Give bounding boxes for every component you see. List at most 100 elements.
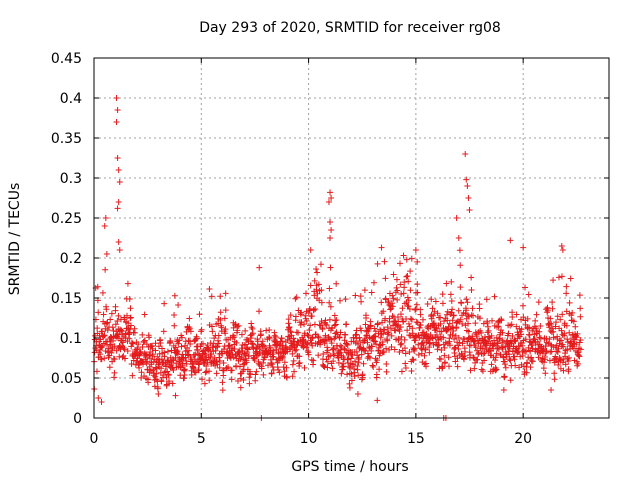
data-point xyxy=(507,377,514,384)
data-point xyxy=(196,361,203,368)
data-point xyxy=(463,176,470,183)
data-point xyxy=(567,275,574,282)
data-point xyxy=(550,328,557,335)
data-point xyxy=(186,315,193,322)
data-point xyxy=(114,155,121,161)
data-point xyxy=(191,368,198,375)
data-point xyxy=(443,280,450,287)
data-point xyxy=(390,295,397,302)
data-point xyxy=(343,321,350,328)
data-point xyxy=(102,215,109,221)
data-point xyxy=(546,336,553,343)
data-point xyxy=(463,307,470,314)
data-point xyxy=(324,344,331,351)
data-point xyxy=(141,311,148,318)
data-point xyxy=(325,199,332,205)
data-point xyxy=(280,364,287,371)
data-point xyxy=(518,331,525,338)
data-point xyxy=(233,339,240,346)
data-point xyxy=(396,349,403,356)
plot-frame xyxy=(93,57,610,419)
data-point xyxy=(291,368,298,375)
data-point xyxy=(181,372,188,379)
data-point xyxy=(356,334,363,341)
data-point xyxy=(114,107,121,113)
data-point xyxy=(393,276,400,283)
data-point xyxy=(238,331,245,338)
data-point xyxy=(485,327,492,334)
data-point xyxy=(458,300,465,307)
data-point xyxy=(407,287,414,294)
data-point xyxy=(276,369,283,376)
data-point xyxy=(465,320,472,327)
data-point xyxy=(495,323,502,330)
data-point xyxy=(439,291,446,298)
data-point xyxy=(108,349,115,356)
data-point xyxy=(380,349,387,356)
data-point xyxy=(99,289,106,296)
data-point xyxy=(529,358,536,365)
data-point xyxy=(451,349,458,356)
data-point xyxy=(108,341,115,348)
data-point xyxy=(470,312,477,319)
data-point xyxy=(127,322,134,329)
data-point xyxy=(358,298,365,305)
data-point xyxy=(203,362,210,369)
data-point xyxy=(222,326,229,333)
data-point xyxy=(129,372,136,379)
data-point xyxy=(421,352,428,359)
data-point xyxy=(546,357,553,364)
data-point xyxy=(402,350,409,357)
data-point xyxy=(240,377,247,384)
data-point xyxy=(533,325,540,332)
data-point xyxy=(484,320,491,326)
data-point xyxy=(186,325,193,332)
data-point xyxy=(385,298,392,305)
data-point xyxy=(292,347,299,354)
data-point xyxy=(561,330,568,337)
data-point xyxy=(357,293,364,300)
data-point xyxy=(324,364,331,371)
data-point xyxy=(457,284,464,291)
data-point xyxy=(500,387,507,393)
data-point xyxy=(172,354,179,361)
data-point xyxy=(372,333,379,340)
data-point xyxy=(377,334,384,341)
data-point xyxy=(112,303,119,310)
data-point xyxy=(562,361,569,368)
data-point xyxy=(324,358,331,365)
data-point xyxy=(470,354,477,361)
data-point xyxy=(114,205,121,212)
data-point xyxy=(557,316,564,323)
data-point xyxy=(101,355,108,362)
data-point xyxy=(364,339,371,346)
data-point xyxy=(306,327,313,334)
data-point xyxy=(351,373,358,380)
data-point xyxy=(109,324,116,331)
data-point xyxy=(446,363,453,370)
data-point xyxy=(354,341,361,348)
data-point xyxy=(152,364,159,371)
data-point xyxy=(441,344,448,351)
data-point xyxy=(314,269,321,276)
data-point xyxy=(376,366,383,373)
data-point xyxy=(506,345,513,352)
data-point xyxy=(342,296,349,303)
data-point xyxy=(296,353,303,360)
data-point xyxy=(404,327,411,334)
data-point xyxy=(187,328,194,335)
data-point xyxy=(453,215,460,221)
data-point xyxy=(428,296,435,303)
data-point xyxy=(522,284,529,291)
data-point xyxy=(401,284,408,291)
data-point xyxy=(531,336,538,343)
data-point xyxy=(420,342,427,349)
data-point xyxy=(176,337,183,344)
data-point xyxy=(152,373,159,380)
data-point xyxy=(305,351,312,358)
data-point xyxy=(124,280,131,287)
data-point xyxy=(563,290,570,297)
data-point xyxy=(348,355,355,362)
data-point xyxy=(360,360,367,367)
data-point xyxy=(301,364,308,371)
